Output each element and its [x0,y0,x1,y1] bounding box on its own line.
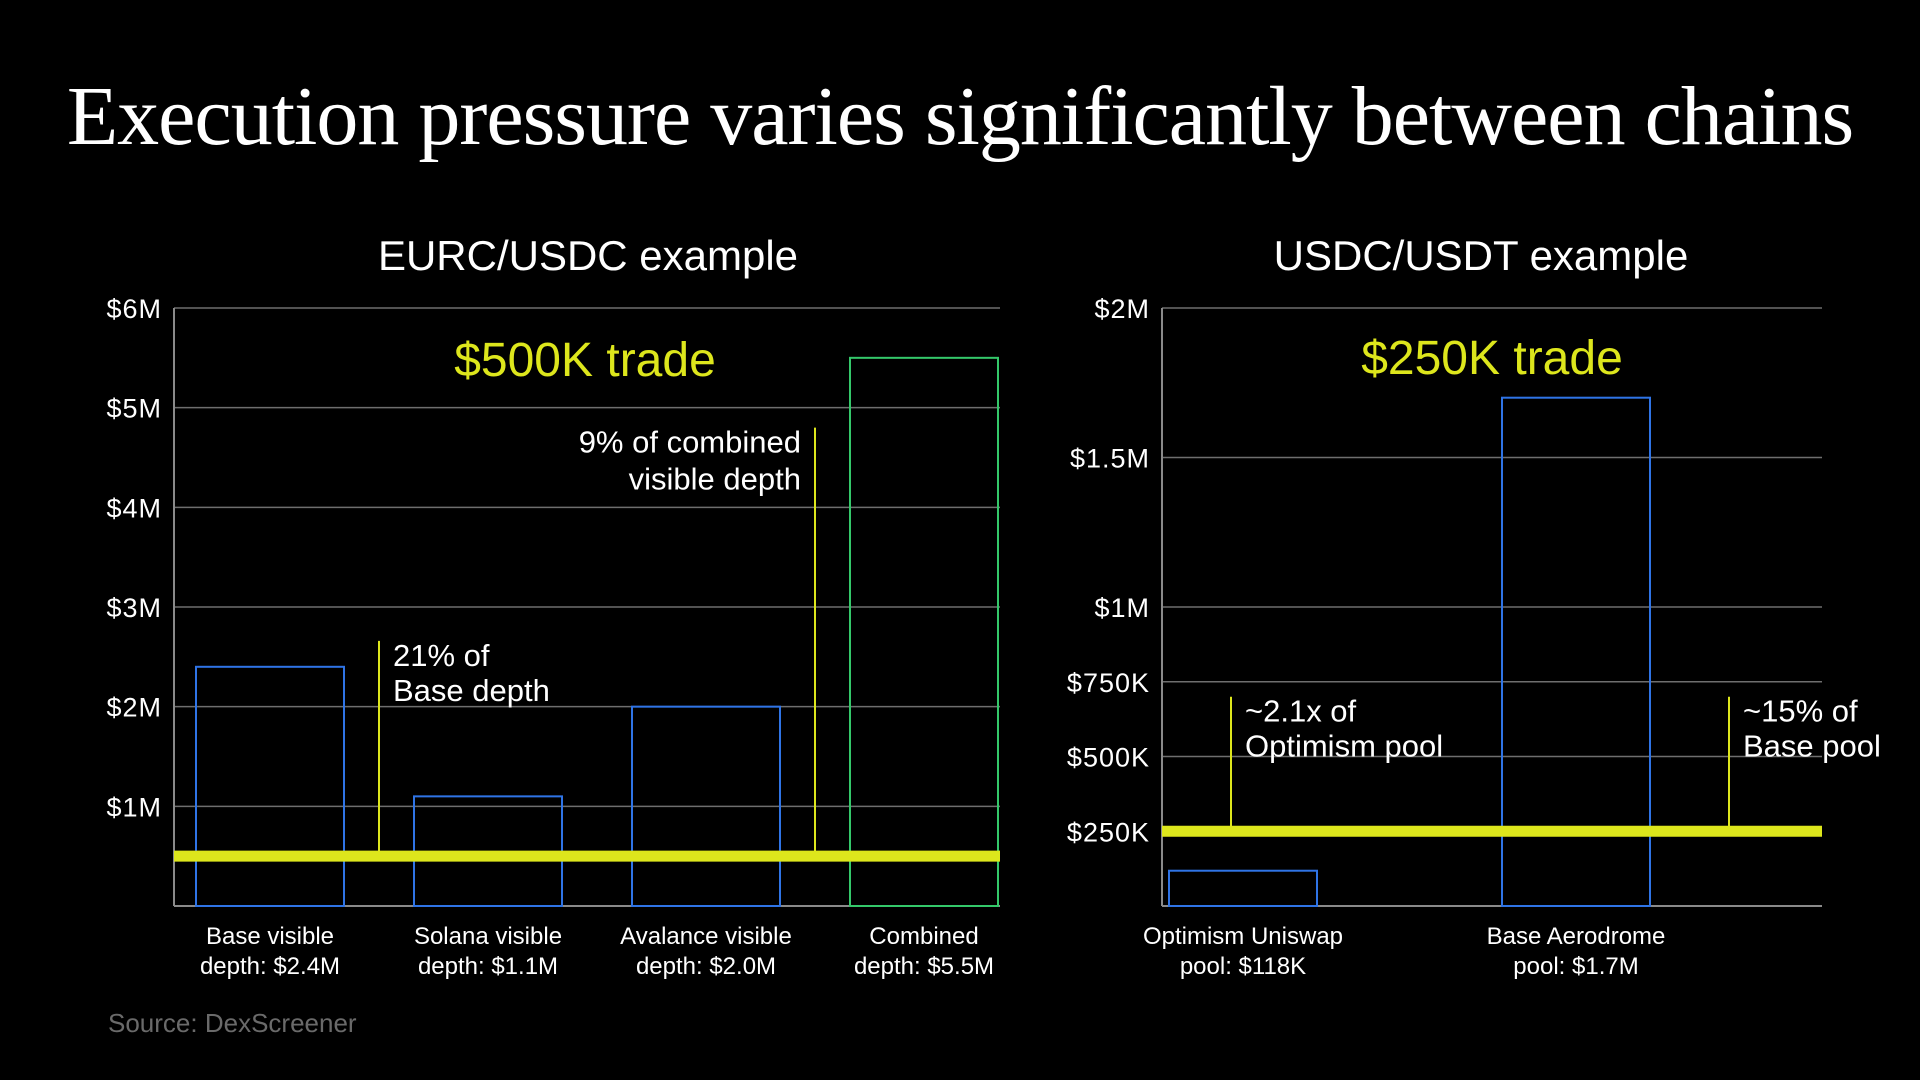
category-label: depth: $1.1M [418,953,558,980]
y-tick-label: $1M [1094,593,1150,623]
category-label: pool: $1.7M [1513,953,1638,980]
category-label: Solana visible [414,923,562,950]
annotation-text: Base depth [393,673,550,708]
eurc-usdc-panel-title: EURC/USDC example [378,232,798,279]
annotation-text: Base pool [1743,729,1881,764]
annotation-text: ~2.1x of [1245,694,1357,729]
usdc-usdt-panel: USDC/USDT example $250K $500K $750K $1M $1.5… [1067,232,1881,980]
y-tick-label: $1M [106,792,162,822]
y-tick-label: $4M [106,493,162,523]
y-tick-label: $750K [1067,668,1150,698]
category-label: Optimism Uniswap [1143,923,1343,950]
category-label: pool: $118K [1180,953,1306,980]
y-tick-label: $500K [1067,743,1150,773]
bar-2 [631,705,781,908]
trade-label: $250K trade [1361,332,1623,385]
category-label: Base visible [206,923,334,950]
bar-0 [1168,869,1318,908]
annotation-text: visible depth [629,462,801,497]
chart-title: Execution pressure varies significantly … [66,70,1854,163]
category-label: depth: $5.5M [854,953,994,980]
source-note: Source: DexScreener [108,1008,357,1038]
trade-label: $500K trade [454,334,716,387]
y-tick-label: $5M [106,394,162,424]
y-tick-label: $6M [106,294,162,324]
category-label: Avalance visible [620,923,792,950]
category-label: depth: $2.0M [636,953,776,980]
bar-1 [1501,396,1651,907]
y-tick-label: $2M [1094,294,1150,324]
category-label: depth: $2.4M [200,953,340,980]
usdc-usdt-panel-title: USDC/USDT example [1274,232,1689,279]
y-tick-label: $3M [106,593,162,623]
category-label: Base Aerodrome [1487,923,1666,950]
annotation-text: Optimism pool [1245,729,1443,764]
y-tick-label: $2M [106,693,162,723]
category-label: Combined [869,923,978,950]
bar-3 [849,356,999,908]
annotation-text: 9% of combined [579,425,801,460]
y-tick-label: $1.5M [1070,444,1150,474]
bar-0 [195,665,345,907]
annotation-text: 21% of [393,638,490,673]
annotation-text: ~15% of [1743,694,1858,729]
y-tick-label: $250K [1067,817,1150,847]
eurc-usdc-panel: EURC/USDC example $1M $2M $3M $4M $5M $6M Bas… [106,232,1000,980]
